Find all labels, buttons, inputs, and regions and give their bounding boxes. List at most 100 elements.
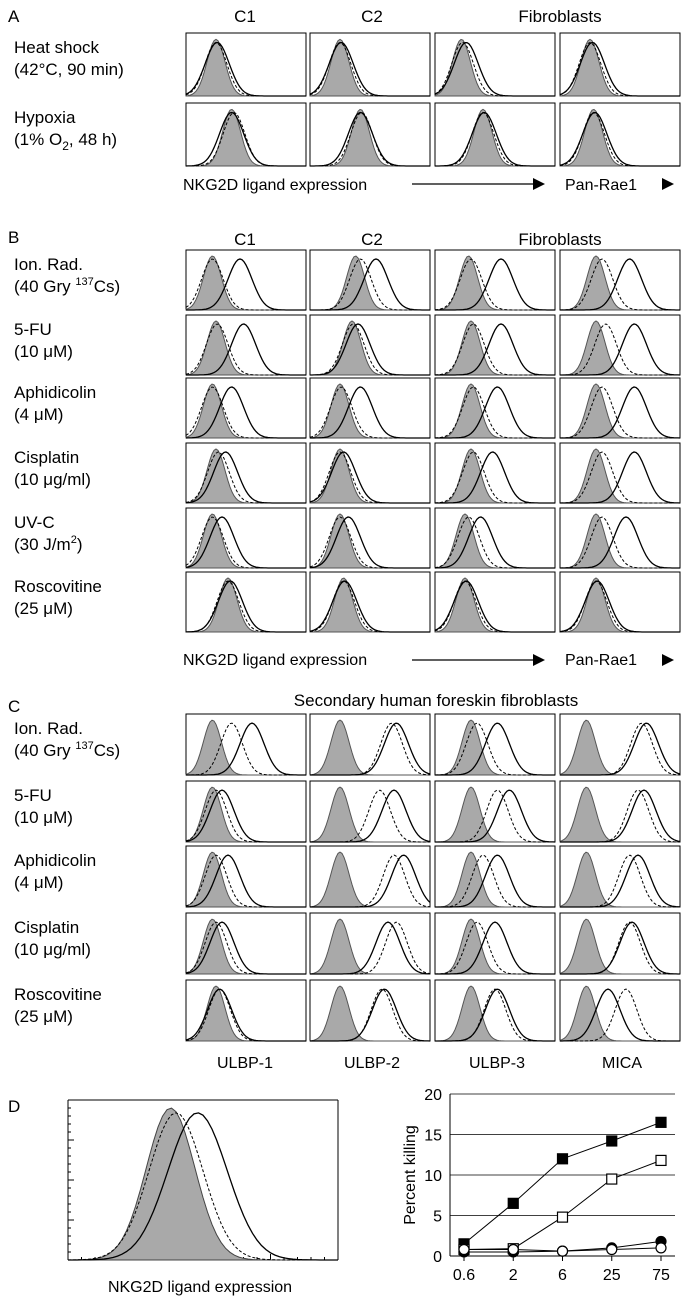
panel-d-isotype-fill (68, 1107, 338, 1261)
column-header-c2: C2 (361, 7, 383, 26)
panel-b-histogram-r0-c1 (309, 249, 431, 311)
panel-b-row-4-label-line2-text: (30 J/m (14, 535, 71, 554)
panel-c-histogram-r2-c0 (185, 845, 307, 908)
panel-b-histogram-r1-c1 (309, 314, 431, 376)
panel-b-row-5-label-line2: (25 μM) (14, 599, 73, 618)
panel-d-treated-line (68, 1112, 338, 1261)
panel-c-row-3-label-line2-text: (10 μg/ml) (14, 940, 91, 959)
panel-b-histogram-r5-c2-treated-line (434, 580, 555, 633)
y-tick-label: 15 (424, 1128, 442, 1145)
series-1-point-2 (556, 1211, 569, 1223)
panel-b-histogram-r2-c1-treated-line (310, 386, 430, 439)
panel-b-x-arrow-head (533, 654, 545, 666)
panel-b-column-header-c2: C2 (361, 230, 383, 249)
panel-c-column-label-2: ULBP-3 (469, 1055, 525, 1072)
panel-c-title: Secondary human foreskin fibroblasts (294, 691, 578, 710)
panel-b-histogram-r3-c1 (309, 442, 431, 504)
panel-b-histogram-r0-c3 (559, 249, 681, 311)
series-0-point-1 (507, 1197, 519, 1209)
panel-a-right-arrow-head (662, 178, 674, 190)
panel-a-histogram-r0-c3 (559, 32, 681, 97)
panel-b-row-4-label-line2-tail: ) (77, 535, 83, 554)
panel-c-histogram-r0-c0-treated-line (186, 722, 306, 776)
panel-c-histogram-r0-c2-frame (434, 713, 556, 776)
panel-c-histogram-r0-c0 (185, 713, 307, 776)
panel-b-histogram-r4-c0-treated-line (185, 516, 306, 569)
panel-c-row-3-label-line1: Cisplatin (14, 918, 79, 937)
panel-b-histogram-r0-c1-treated-line (310, 258, 430, 311)
panel-c-histogram-r2-c3 (559, 845, 681, 908)
panel-b-row-4-label-line1: UV-C (14, 513, 55, 532)
panel-c-histogram-r0-c1 (309, 713, 431, 776)
series-1-point-3 (606, 1173, 618, 1185)
panel-label-d: D (8, 1097, 20, 1116)
panel-b-histogram-r1-c3 (559, 314, 681, 376)
panel-b-row-0-label-line2-tail: Cs) (94, 277, 120, 296)
panel-b-histogram-r3-c2 (434, 442, 556, 504)
series-0-point-4 (655, 1116, 667, 1128)
line-chart-y-label: Percent killing (402, 1125, 419, 1225)
panel-b-histogram-r0-c3-control-line (559, 258, 680, 311)
panel-a-row-1-label-line2-text: (1% O (14, 130, 62, 149)
x-tick-label: 25 (603, 1267, 621, 1284)
panel-a-histogram-r0-c1-treated-line (309, 41, 430, 97)
panel-b-row-0-label-line2-text: (40 Gry (14, 277, 75, 296)
panel-c-histogram-r1-c3-treated-line (560, 789, 681, 843)
panel-b-histogram-r1-c3-treated-line (560, 323, 681, 376)
panel-c-histogram-r2-c2-frame (434, 845, 556, 908)
panel-c-row-2-label-line1: Aphidicolin (14, 851, 96, 870)
panel-a-histogram-r0-c3-treated-line (559, 41, 680, 97)
panel-a-x-label-right: Pan-Rae1 (565, 177, 637, 194)
panel-b-histogram-r2-c3-treated-line (560, 386, 681, 439)
panel-b-row-0-label-line1: Ion. Rad. (14, 255, 83, 274)
panel-c-histogram-r4-c1-isotype-fill (309, 985, 430, 1042)
panel-c-histogram-r2-c2-treated-line (435, 854, 555, 908)
panel-c-row-4-label-line2-text: (25 μM) (14, 1007, 73, 1026)
panel-b-histogram-r2-c2 (434, 377, 556, 439)
panel-a-histogram-r1-c0-treated-line (185, 111, 306, 167)
panel-b-histogram-r2-c3 (559, 377, 681, 439)
panel-b-histogram-r4-c3 (559, 507, 681, 569)
panel-a-row-1-label-line2: (1% O2, 48 h) (14, 130, 117, 153)
panel-c-row-0-label-line2: (40 Gry 137Cs) (14, 740, 120, 760)
panel-label-b: B (8, 228, 19, 247)
panel-c-row-4-label-line2: (25 μM) (14, 1007, 73, 1026)
panel-c-histogram-r1-c3-isotype-fill (559, 786, 680, 843)
panel-c-histogram-r2-c3-isotype-fill (559, 851, 680, 908)
panel-c-row-2-label-line2: (4 μM) (14, 873, 63, 892)
panel-c-histogram-r3-c1-treated-line (310, 921, 431, 975)
panel-a-histogram-r1-c3-treated-line (559, 111, 680, 167)
panel-b-histogram-r2-c1 (309, 377, 431, 439)
panel-b-histogram-r0-c2-treated-line (435, 258, 555, 311)
panel-c-histogram-r1-c1-treated-line (310, 789, 431, 843)
series-0-point-2 (556, 1153, 569, 1165)
panel-a-histogram-r0-c0 (185, 32, 307, 97)
panel-c-histogram-r3-c1-isotype-fill (309, 918, 430, 975)
panel-b-histogram-r1-c1-treated-line (310, 323, 430, 376)
panel-c-histogram-r1-c0-treated-line (185, 789, 306, 843)
panel-c-histogram-r1-c0 (185, 780, 307, 843)
y-tick-label: 10 (424, 1168, 442, 1185)
panel-b-histogram-r5-c2 (434, 571, 556, 633)
panel-a-histogram-r0-c2-treated-line (434, 41, 555, 97)
panel-a-histogram-r1-c2 (434, 102, 556, 167)
panel-c-histogram-r0-c3-treated-line (560, 722, 681, 776)
panel-c-histogram-r2-c1-treated-line (310, 854, 431, 908)
panel-c-histogram-r4-c3 (559, 979, 681, 1042)
panel-c-histogram-r0-c2 (434, 713, 556, 776)
panel-c-histogram-r1-c2-treated-line (435, 789, 556, 843)
panel-a-histogram-r1-c2-treated-line (435, 111, 555, 167)
panel-a-x-arrow-head (533, 178, 545, 190)
panel-b-histogram-r5-c0-treated-line (186, 580, 306, 633)
panel-a-row-1-label-line1: Hypoxia (14, 108, 76, 127)
panel-c-histogram-r4-c0 (185, 979, 307, 1042)
panel-c-histogram-r0-c1-isotype-fill (309, 719, 430, 776)
panel-b-histogram-r2-c0 (185, 377, 307, 439)
panel-a-histogram-r0-c3-control-line (559, 41, 680, 97)
panel-b-histogram-r5-c3-treated-line (559, 580, 680, 633)
panel-c-histogram-r4-c2 (434, 979, 556, 1042)
panel-c-histogram-r4-c2-treated-line (435, 988, 555, 1042)
panel-c-histogram-r0-c3-isotype-fill (559, 719, 680, 776)
panel-b-histogram-r4-c3-treated-line (560, 516, 680, 569)
